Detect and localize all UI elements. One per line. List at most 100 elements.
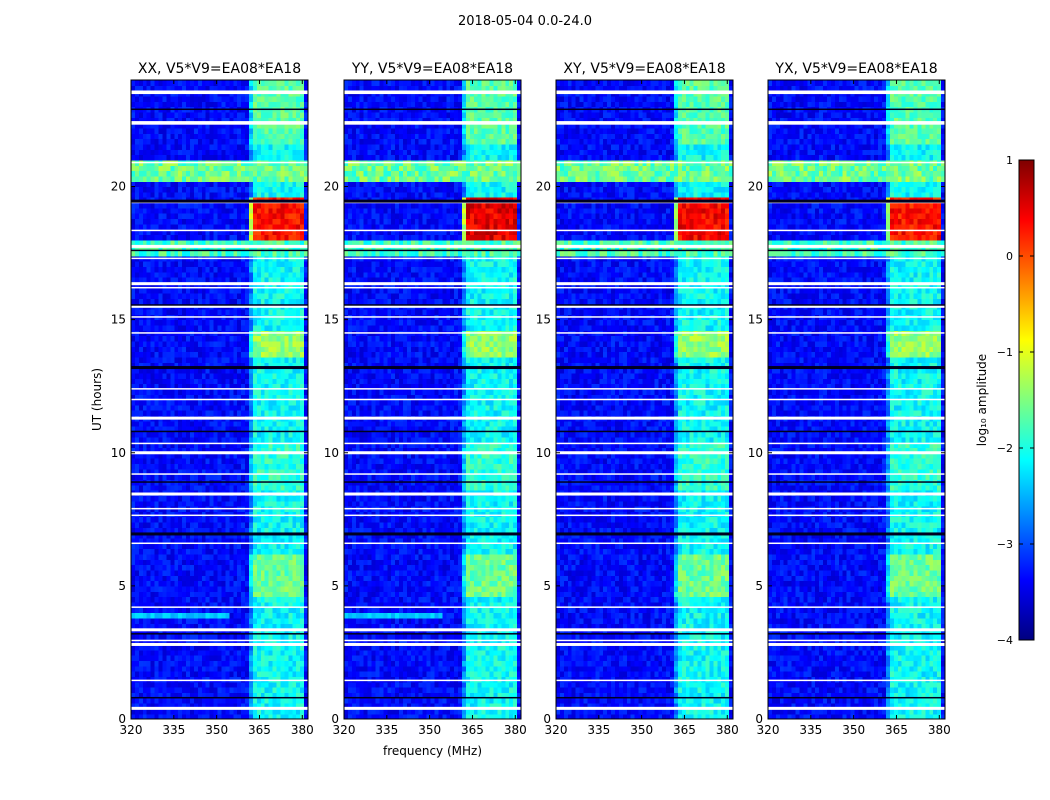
heatmap-cell <box>260 639 266 646</box>
heatmap-cell <box>264 569 270 576</box>
heatmap-cell <box>225 628 230 635</box>
heatmap-cell <box>201 277 207 283</box>
heatmap-cell <box>201 639 207 646</box>
heatmap-cell <box>268 351 274 358</box>
heatmap-cell <box>252 404 258 411</box>
heatmap-cell <box>284 133 289 140</box>
heatmap-cell <box>134 191 140 198</box>
heatmap-cell <box>182 687 187 693</box>
heatmap-cell <box>201 293 207 299</box>
heatmap-cell <box>209 245 215 251</box>
heatmap-cell <box>217 527 223 534</box>
heatmap-cell <box>288 282 293 289</box>
heatmap-cell <box>193 175 199 182</box>
heatmap-cell <box>170 639 175 646</box>
heatmap-cell <box>292 681 297 688</box>
heatmap-cell <box>288 543 293 550</box>
heatmap-cell <box>146 308 152 315</box>
heatmap-cell <box>260 170 266 177</box>
heatmap-cell <box>186 671 191 677</box>
heatmap-cell <box>245 543 250 550</box>
heatmap-cell <box>217 181 223 188</box>
heatmap-cell <box>131 442 136 449</box>
heatmap-cell <box>186 553 191 560</box>
heatmap-cell <box>241 484 246 491</box>
heatmap-cell <box>166 591 171 598</box>
heatmap-cell <box>280 127 285 134</box>
heatmap-cell <box>138 191 144 198</box>
heatmap-cell <box>252 543 258 550</box>
heatmap-cell <box>256 335 262 342</box>
heatmap-cell <box>190 559 195 566</box>
heatmap-cell <box>256 319 262 326</box>
heatmap-cell <box>304 388 309 395</box>
heatmap-cell <box>300 335 305 342</box>
heatmap-cell <box>221 474 226 480</box>
heatmap-cell <box>190 617 195 624</box>
heatmap-cell <box>225 676 230 683</box>
heatmap-cell <box>190 293 195 299</box>
heatmap-cell <box>174 474 179 480</box>
heatmap-cell <box>142 564 148 571</box>
heatmap-cell <box>292 607 297 614</box>
heatmap-cell <box>166 431 171 438</box>
heatmap-cell <box>276 202 282 209</box>
heatmap-cell <box>217 127 223 134</box>
heatmap-cell <box>209 532 215 539</box>
heatmap-cell <box>229 596 234 603</box>
heatmap-cell <box>205 468 211 475</box>
heatmap-cell <box>256 426 262 433</box>
heatmap-cell <box>272 628 278 635</box>
heatmap-cell <box>146 239 152 246</box>
heatmap-cell <box>197 665 203 672</box>
heatmap-cell <box>146 564 152 571</box>
heatmap-cell <box>166 500 171 507</box>
heatmap-cell <box>150 623 156 630</box>
heatmap-cell <box>296 633 301 640</box>
heatmap-cell <box>131 458 136 464</box>
heatmap-cell <box>229 452 234 459</box>
heatmap-cell <box>178 521 183 528</box>
heatmap-cell <box>193 564 199 571</box>
heatmap-cell <box>264 362 270 369</box>
heatmap-cell <box>264 404 270 411</box>
heatmap-cell <box>209 442 215 449</box>
heatmap-cell <box>138 287 144 294</box>
heatmap-cell <box>190 181 195 188</box>
heatmap-cell <box>276 431 282 438</box>
heatmap-cell <box>280 149 285 156</box>
heatmap-cell <box>205 553 211 560</box>
heatmap-cell <box>154 394 160 401</box>
heatmap-cell <box>142 537 148 544</box>
heatmap-cell <box>205 335 211 342</box>
heatmap-cell <box>142 671 148 677</box>
heatmap-cell <box>256 420 262 427</box>
heatmap-cell <box>296 154 301 161</box>
heatmap-cell <box>146 601 152 608</box>
heatmap-cell <box>221 127 226 134</box>
heatmap-cell <box>249 404 254 411</box>
heatmap-cell <box>229 266 234 273</box>
heatmap-cell <box>213 271 219 278</box>
heatmap-cell <box>170 127 175 134</box>
heatmap-cell <box>174 575 179 582</box>
heatmap-cell <box>150 319 156 326</box>
heatmap-cell <box>138 426 144 433</box>
heatmap-cell <box>225 703 230 709</box>
heatmap-cell <box>182 521 187 528</box>
heatmap-cell <box>158 543 164 550</box>
heatmap-cell <box>201 585 207 592</box>
heatmap-cell <box>142 436 148 443</box>
heatmap-cell <box>284 378 289 385</box>
heatmap-cell <box>174 143 179 150</box>
heatmap-cell <box>213 575 219 582</box>
heatmap-cell <box>225 436 230 443</box>
heatmap-cell <box>190 372 195 379</box>
heatmap-cell <box>138 564 144 571</box>
heatmap-cell <box>300 649 305 656</box>
heatmap-cell <box>134 186 140 193</box>
heatmap-cell <box>193 548 199 555</box>
heatmap-cell <box>166 687 171 693</box>
heatmap-cell <box>131 559 136 566</box>
